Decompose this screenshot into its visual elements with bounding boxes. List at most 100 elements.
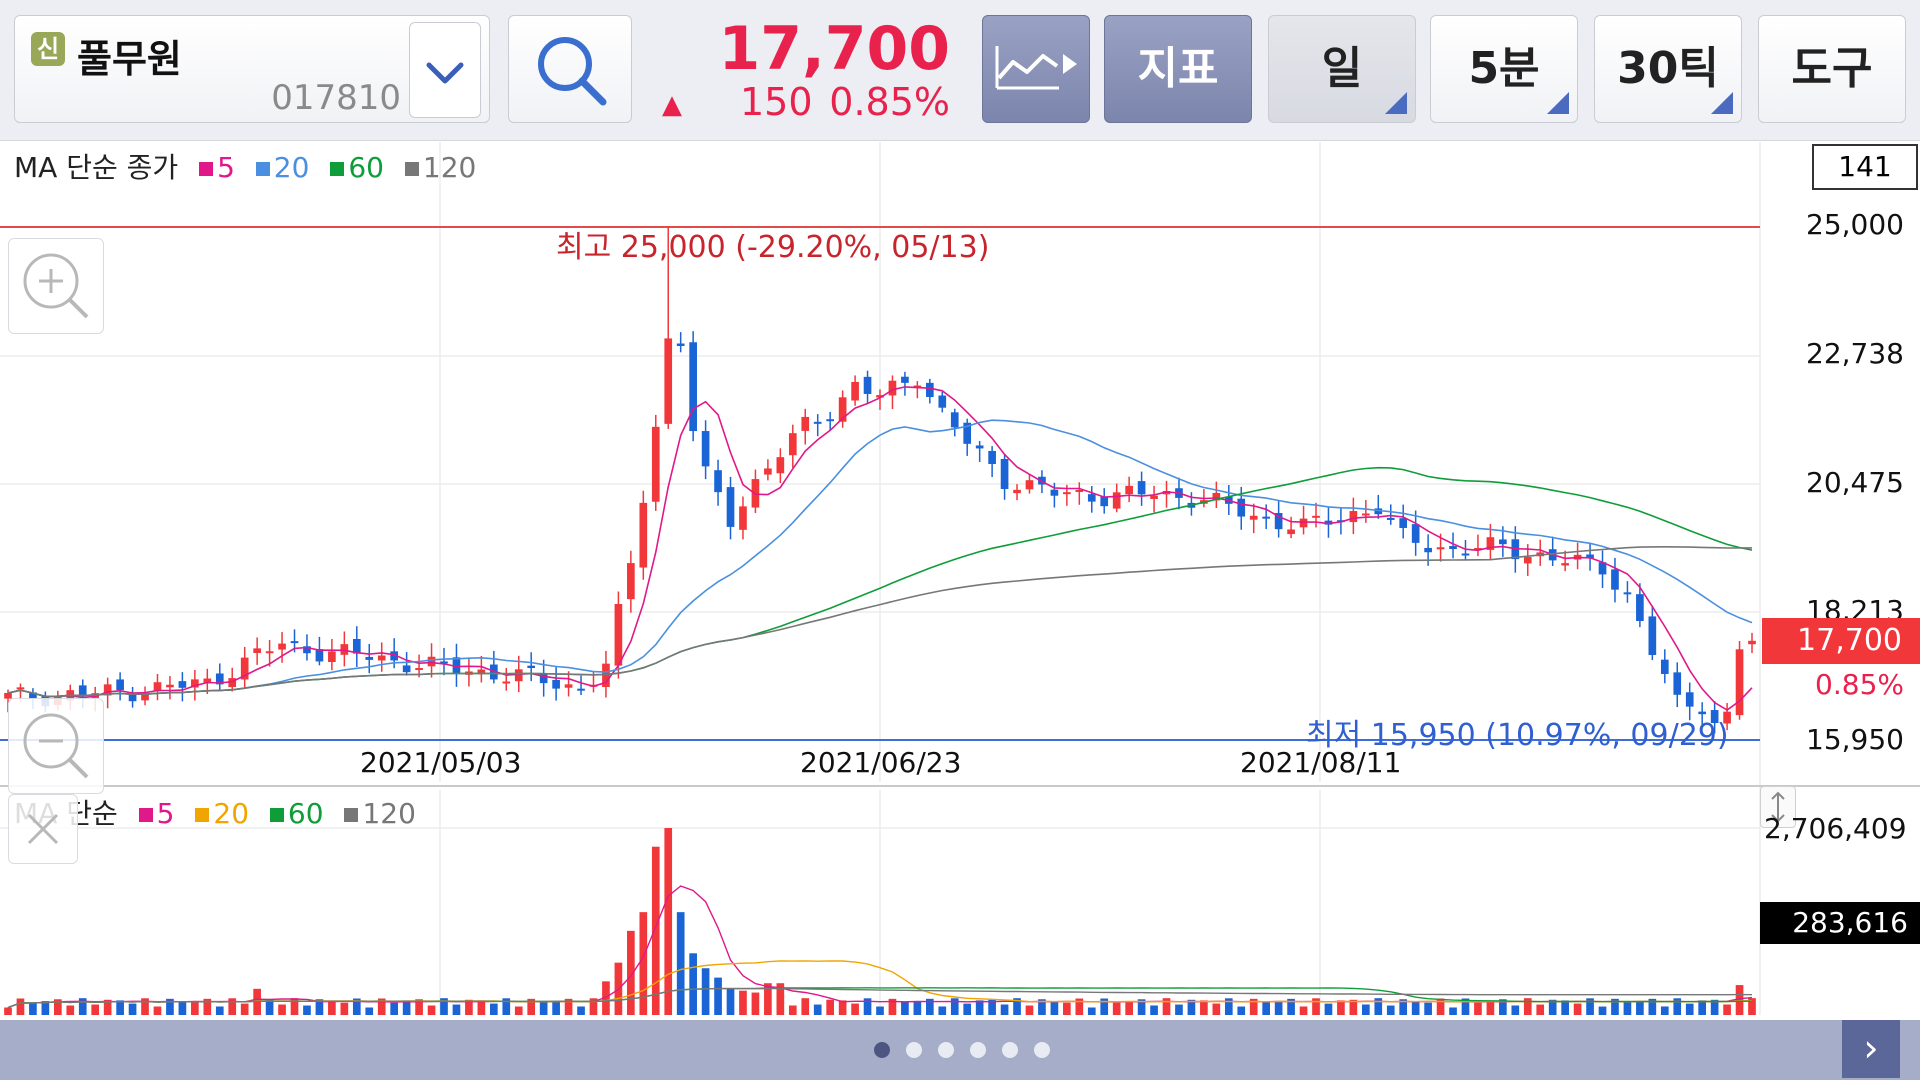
zoom-out-button[interactable] <box>8 698 104 794</box>
volume-bar <box>751 992 760 1015</box>
candle-body <box>328 651 336 663</box>
candle-body <box>1648 616 1657 655</box>
candle-body <box>1374 508 1383 515</box>
volume-bar <box>888 998 897 1015</box>
next-page-button[interactable]: › <box>1842 1020 1900 1078</box>
candle-body <box>963 422 972 444</box>
period-day-button[interactable]: 일 <box>1268 15 1416 123</box>
candle-body <box>340 644 349 655</box>
indicator-button[interactable]: 지표 <box>1104 15 1252 123</box>
moving-average-lines <box>7 386 1753 711</box>
volume-bar <box>1648 998 1657 1015</box>
main-chart-canvas[interactable] <box>0 0 1920 1020</box>
page-dot[interactable] <box>1034 1042 1050 1058</box>
page-dot[interactable] <box>874 1042 890 1058</box>
volume-bar <box>66 1005 75 1015</box>
candle-body <box>365 656 374 660</box>
candle-body <box>166 684 174 688</box>
volume-bar <box>315 999 324 1015</box>
stock-dropdown-button[interactable] <box>409 22 481 118</box>
page-dot[interactable] <box>1002 1042 1018 1058</box>
tools-button[interactable]: 도구 <box>1758 15 1906 123</box>
volume-bar <box>78 998 87 1015</box>
search-button[interactable] <box>508 15 632 123</box>
volume-bar <box>427 1005 436 1015</box>
close-volume-pane-button[interactable] <box>8 794 78 864</box>
candle-body <box>29 692 37 700</box>
volume-bar <box>1274 1001 1283 1015</box>
candle-body <box>1660 659 1669 674</box>
page-dot[interactable] <box>938 1042 954 1058</box>
volume-bar <box>801 998 810 1015</box>
close-icon <box>27 813 59 845</box>
volume-bar <box>153 1006 162 1015</box>
period-tick-label: 30틱 <box>1617 43 1719 94</box>
candle-body <box>1561 563 1569 566</box>
quote-panel: 17,700 ▲ 150 0.85% <box>650 0 950 140</box>
candle-body <box>265 651 274 654</box>
y-label-25000: 25,000 <box>1806 208 1904 241</box>
candle-body <box>315 649 324 662</box>
page-dot[interactable] <box>970 1042 986 1058</box>
candle-body <box>826 419 835 422</box>
chart-type-button[interactable] <box>982 15 1090 123</box>
volume-bar <box>1100 998 1109 1015</box>
volume-bar <box>128 1003 137 1015</box>
low-annotation: 최저 15,950 (10.97%, 09/29) <box>1306 718 1729 753</box>
stock-selector[interactable]: 신 풀무원 017810 <box>14 15 490 123</box>
volume-current-tag: 283,616 <box>1760 902 1920 944</box>
volume-bar <box>328 1001 336 1015</box>
volume-bar <box>1187 999 1196 1015</box>
ma120-label: 120 <box>422 151 477 184</box>
volume-bar <box>465 999 473 1015</box>
volume-bar <box>664 828 673 1015</box>
volume-bar <box>552 1001 560 1015</box>
date-label-0503: 2021/05/03 <box>360 746 522 779</box>
pane-resize-handle[interactable] <box>1760 786 1796 828</box>
candle-body <box>477 669 486 675</box>
volume-bar <box>1561 1000 1569 1015</box>
volume-bar <box>938 1006 947 1015</box>
candle-body <box>1274 512 1283 530</box>
ma20-swatch <box>255 162 270 176</box>
volume-bar <box>303 1005 311 1015</box>
candle-body <box>1287 529 1295 535</box>
volume-bar <box>4 1007 12 1015</box>
volume-bar <box>477 1000 486 1015</box>
candle-body <box>1474 548 1482 551</box>
volume-bar <box>1735 985 1744 1015</box>
candle-body <box>290 641 299 644</box>
volume-bar <box>913 1001 922 1015</box>
page-dot[interactable] <box>906 1042 922 1058</box>
candle-count-box[interactable]: 141 <box>1812 144 1918 190</box>
ma5-line <box>7 386 1753 711</box>
ma120-swatch <box>404 162 419 176</box>
volume-bar <box>91 1004 100 1015</box>
candle-body <box>116 679 124 691</box>
candle-body <box>1063 492 1071 495</box>
volume-bar <box>838 1000 847 1015</box>
period-tick-button[interactable]: 30틱 <box>1594 15 1742 123</box>
volume-bar <box>1262 1001 1271 1015</box>
candle-body <box>1598 562 1607 575</box>
candle-body <box>128 694 137 702</box>
volume-bar <box>1623 1001 1632 1015</box>
candle-body <box>701 431 710 467</box>
volume-bar <box>1150 1005 1158 1015</box>
volume-bar <box>1287 998 1295 1015</box>
candle-body <box>1449 546 1457 550</box>
vol-ma5-swatch <box>138 808 153 822</box>
price-legend-title: MA 단순 종가 <box>14 151 179 184</box>
candle-body <box>390 651 399 661</box>
candle-body <box>577 688 585 691</box>
vol-ma60-swatch <box>269 808 284 822</box>
vol-ma120-label: 120 <box>362 797 416 830</box>
volume-bar <box>103 999 112 1015</box>
period-minute-button[interactable]: 5분 <box>1430 15 1578 123</box>
zoom-in-button[interactable] <box>8 238 104 334</box>
volume-bar <box>639 912 648 1015</box>
volume-bar <box>415 999 423 1015</box>
volume-bar <box>440 998 448 1015</box>
corner-triangle-icon <box>1547 92 1569 114</box>
candle-body <box>1025 480 1034 490</box>
